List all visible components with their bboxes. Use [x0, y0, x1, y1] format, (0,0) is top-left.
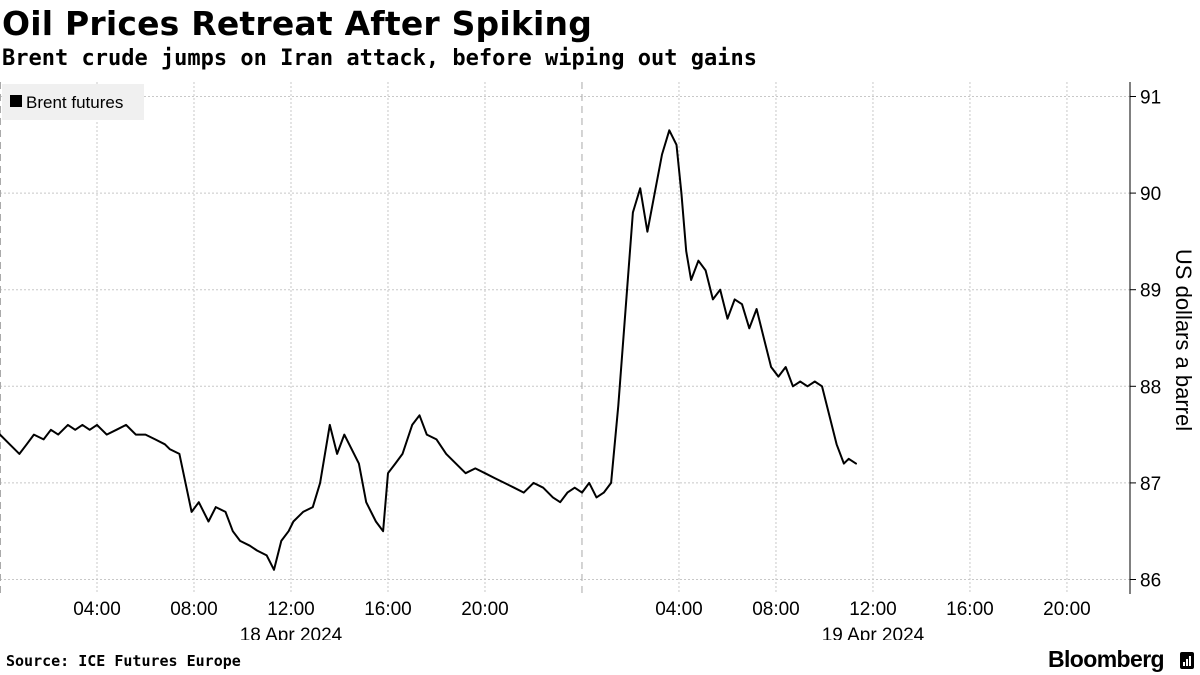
- series-lines: [0, 129, 857, 571]
- day-boundaries: [0, 82, 583, 594]
- x-tick-label: 04:00: [655, 599, 703, 620]
- y-tick-label: 88: [1140, 377, 1161, 398]
- x-tick-label: 08:00: [170, 599, 218, 620]
- chart-subtitle: Brent crude jumps on Iran attack, before…: [2, 46, 757, 71]
- x-tick-label: 04:00: [73, 599, 121, 620]
- y-axis-label: US dollars a barrel: [1171, 249, 1196, 431]
- y-tick-label: 86: [1140, 571, 1161, 592]
- y-tick-label: 89: [1140, 281, 1161, 302]
- date-label: 19 Apr 2024: [822, 625, 925, 640]
- line-chart: 86 87 88 89 90 91 04:00 08:00 12:00 16:00 20:00 04:…: [0, 82, 1196, 640]
- chart-title: Oil Prices Retreat After Spiking: [2, 4, 593, 43]
- y-tick-label: 91: [1140, 87, 1161, 108]
- legend-swatch: [10, 95, 22, 107]
- brand-logo: Bloomberg: [1048, 646, 1165, 672]
- x-tick-label: 12:00: [267, 599, 315, 620]
- bloomberg-chart-icon: [1180, 652, 1194, 669]
- x-tick-label: 20:00: [1043, 599, 1091, 620]
- legend: Brent futures: [2, 84, 144, 120]
- x-tick-label: 16:00: [946, 599, 994, 620]
- source-note: Source: ICE Futures Europe: [6, 652, 241, 670]
- axes: 86 87 88 89 90 91 04:00 08:00 12:00 16:00 20:00 04:…: [73, 82, 1161, 640]
- y-tick-label: 90: [1140, 184, 1161, 205]
- x-tick-label: 12:00: [849, 599, 897, 620]
- legend-label: Brent futures: [26, 93, 123, 112]
- date-label: 18 Apr 2024: [240, 625, 343, 640]
- x-tick-label: 08:00: [752, 599, 800, 620]
- series-line-brent-futures: [0, 129, 857, 571]
- x-tick-label: 20:00: [461, 599, 509, 620]
- y-tick-label: 87: [1140, 474, 1161, 495]
- grid-lines: [0, 82, 1130, 594]
- x-tick-label: 16:00: [364, 599, 412, 620]
- legend-background: [2, 84, 144, 120]
